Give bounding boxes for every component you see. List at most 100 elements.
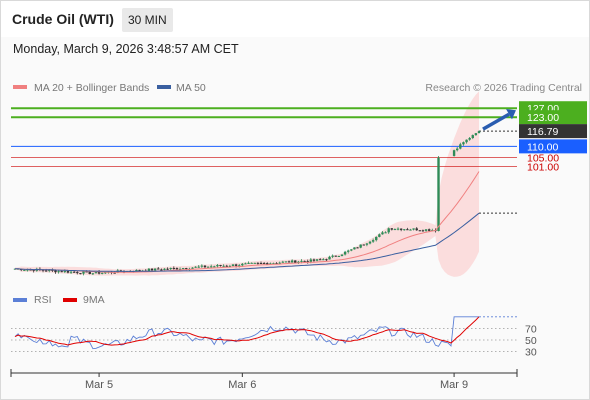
candle-body bbox=[63, 271, 67, 273]
candle-body bbox=[334, 255, 337, 257]
candle-body bbox=[32, 269, 35, 271]
candle-body bbox=[194, 266, 197, 268]
ma50-legend-label: MA 50 bbox=[176, 82, 206, 94]
bollinger-band-fill bbox=[15, 91, 479, 277]
candle-body bbox=[213, 266, 216, 268]
candle-body bbox=[350, 249, 353, 251]
candle-body bbox=[452, 150, 456, 156]
last-price-label: 116.79 bbox=[527, 126, 558, 138]
last-price-tag bbox=[519, 124, 587, 139]
candle-body bbox=[206, 266, 210, 268]
candle-body bbox=[331, 255, 334, 257]
candle-body bbox=[23, 269, 26, 271]
candle-body bbox=[269, 263, 272, 265]
candle-body bbox=[163, 268, 166, 270]
candle-body bbox=[203, 265, 207, 268]
candle-body bbox=[238, 265, 241, 267]
candle-body bbox=[278, 262, 281, 264]
candle-body bbox=[322, 259, 325, 261]
candle-body bbox=[66, 271, 70, 273]
chart-header: Crude Oil (WTI) 30 MIN bbox=[1, 1, 589, 37]
candle-body bbox=[312, 259, 316, 261]
candle-body bbox=[253, 262, 256, 264]
timestamp: Monday, March 9, 2026 3:48:57 AM CET bbox=[13, 42, 239, 56]
projection-arrow-shaft bbox=[482, 112, 510, 131]
candle-body bbox=[459, 144, 462, 149]
moving-averages bbox=[15, 171, 517, 273]
candle-body bbox=[396, 228, 400, 230]
candle-body bbox=[287, 261, 291, 263]
candle-body bbox=[100, 272, 104, 274]
candle-body bbox=[197, 266, 200, 268]
candle-body bbox=[225, 265, 228, 267]
candle-body bbox=[284, 261, 288, 263]
candle-body bbox=[79, 273, 82, 275]
candle-body bbox=[409, 229, 412, 231]
candle-body bbox=[29, 269, 32, 271]
candle-body bbox=[209, 266, 213, 268]
x-tick-label: Mar 5 bbox=[85, 379, 113, 391]
candle-body bbox=[250, 262, 253, 264]
candle-body bbox=[468, 138, 471, 140]
candle-body bbox=[471, 135, 474, 139]
rsi-legend-label: RSI bbox=[34, 294, 52, 306]
candle-body bbox=[456, 148, 459, 151]
ma50-legend-swatch bbox=[157, 85, 171, 89]
candle-body bbox=[153, 268, 157, 271]
candle-body bbox=[325, 259, 328, 261]
candle-body bbox=[54, 270, 57, 273]
candle-body bbox=[175, 268, 179, 270]
candle-body bbox=[477, 131, 481, 134]
candle-body bbox=[241, 263, 244, 266]
attribution: Research © 2026 Trading Central bbox=[425, 82, 582, 94]
candle-body bbox=[69, 271, 73, 273]
candle-body bbox=[337, 255, 341, 257]
candle-body bbox=[85, 271, 88, 273]
candle-body bbox=[97, 271, 101, 274]
support-label: 105.00 bbox=[527, 153, 559, 165]
candle-body bbox=[185, 268, 188, 270]
candle-body bbox=[421, 230, 425, 232]
candle-body bbox=[343, 251, 347, 255]
candle-body bbox=[228, 265, 232, 267]
candle-body bbox=[474, 133, 478, 136]
candle-body bbox=[113, 272, 116, 274]
candle-body bbox=[300, 260, 303, 262]
rsi-ma9-line bbox=[14, 316, 480, 346]
candle-body bbox=[169, 267, 172, 270]
candle-body bbox=[281, 261, 285, 263]
candle-body bbox=[365, 243, 369, 245]
candle-body bbox=[216, 265, 219, 267]
candle-body bbox=[219, 265, 222, 267]
candle-body bbox=[384, 232, 387, 234]
timeframe-button[interactable]: 30 MIN bbox=[122, 8, 173, 32]
candle-body bbox=[399, 228, 403, 230]
candle-body bbox=[234, 264, 238, 266]
candle-body bbox=[406, 229, 409, 231]
chart-area bbox=[1, 37, 589, 399]
candle-body bbox=[328, 256, 331, 260]
candle-body bbox=[290, 260, 294, 263]
candle-body bbox=[200, 265, 204, 267]
pivot-label: 110.00 bbox=[527, 141, 558, 153]
rsi-tick-label: 30 bbox=[525, 347, 537, 359]
candle-body bbox=[294, 260, 297, 263]
ma50-line bbox=[15, 212, 480, 272]
ma9-legend-swatch bbox=[63, 298, 77, 302]
candle-body bbox=[44, 270, 48, 272]
candle-body bbox=[340, 254, 344, 256]
candle-body bbox=[88, 271, 91, 274]
candle-body bbox=[26, 269, 29, 271]
candle-body bbox=[51, 269, 54, 271]
candle-body bbox=[181, 268, 185, 270]
candle-body bbox=[306, 261, 309, 263]
candle-body bbox=[104, 272, 107, 274]
candle-body bbox=[368, 241, 372, 244]
projection-arrow-head bbox=[506, 109, 516, 120]
candle-body bbox=[359, 244, 362, 248]
candle-body bbox=[418, 230, 422, 232]
candle-body bbox=[91, 273, 95, 275]
candle-body bbox=[415, 228, 418, 231]
